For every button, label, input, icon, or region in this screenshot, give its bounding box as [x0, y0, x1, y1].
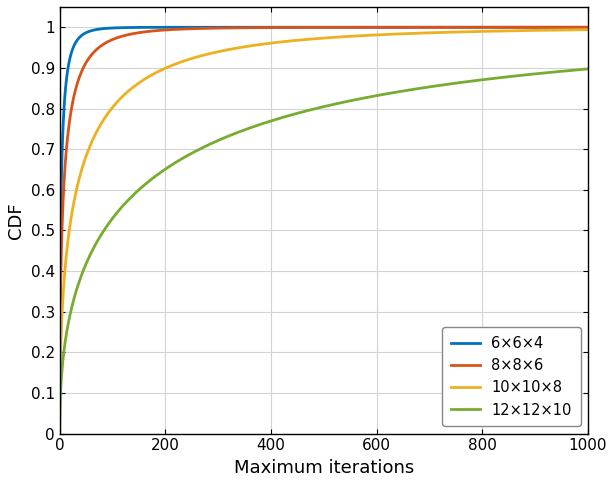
6×6×4 — [314, 24, 322, 30]
10×10×8 — [88, 140, 95, 146]
6×6×4 — [78, 32, 85, 38]
8×8×6 — [556, 24, 564, 30]
Line: 8×8×6: 8×8×6 — [60, 27, 588, 434]
8×8×6 — [88, 52, 95, 58]
10×10×8 — [584, 27, 591, 32]
12×12×10 — [314, 105, 322, 111]
12×12×10 — [160, 168, 167, 174]
6×6×4 — [88, 28, 95, 33]
12×12×10 — [556, 69, 564, 75]
12×12×10 — [58, 367, 66, 373]
6×6×4 — [56, 431, 63, 437]
Line: 10×10×8: 10×10×8 — [60, 30, 588, 434]
6×6×4 — [58, 153, 66, 159]
8×8×6 — [78, 69, 85, 75]
12×12×10 — [584, 66, 591, 72]
Y-axis label: CDF: CDF — [7, 202, 25, 239]
Line: 12×12×10: 12×12×10 — [60, 69, 588, 434]
10×10×8 — [58, 312, 66, 318]
10×10×8 — [160, 66, 167, 72]
12×12×10 — [78, 272, 85, 278]
X-axis label: Maximum iterations: Maximum iterations — [233, 459, 414, 477]
12×12×10 — [56, 431, 63, 437]
10×10×8 — [56, 431, 63, 437]
8×8×6 — [160, 27, 167, 33]
8×8×6 — [56, 431, 63, 437]
10×10×8 — [556, 27, 564, 33]
8×8×6 — [58, 227, 66, 232]
10×10×8 — [314, 36, 322, 42]
Line: 6×6×4: 6×6×4 — [60, 27, 588, 434]
12×12×10 — [88, 250, 95, 256]
8×8×6 — [314, 25, 322, 30]
6×6×4 — [556, 24, 564, 30]
8×8×6 — [584, 24, 591, 30]
10×10×8 — [78, 167, 85, 173]
Legend: 6×6×4, 8×8×6, 10×10×8, 12×12×10: 6×6×4, 8×8×6, 10×10×8, 12×12×10 — [442, 327, 580, 426]
6×6×4 — [160, 24, 167, 30]
6×6×4 — [584, 24, 591, 30]
